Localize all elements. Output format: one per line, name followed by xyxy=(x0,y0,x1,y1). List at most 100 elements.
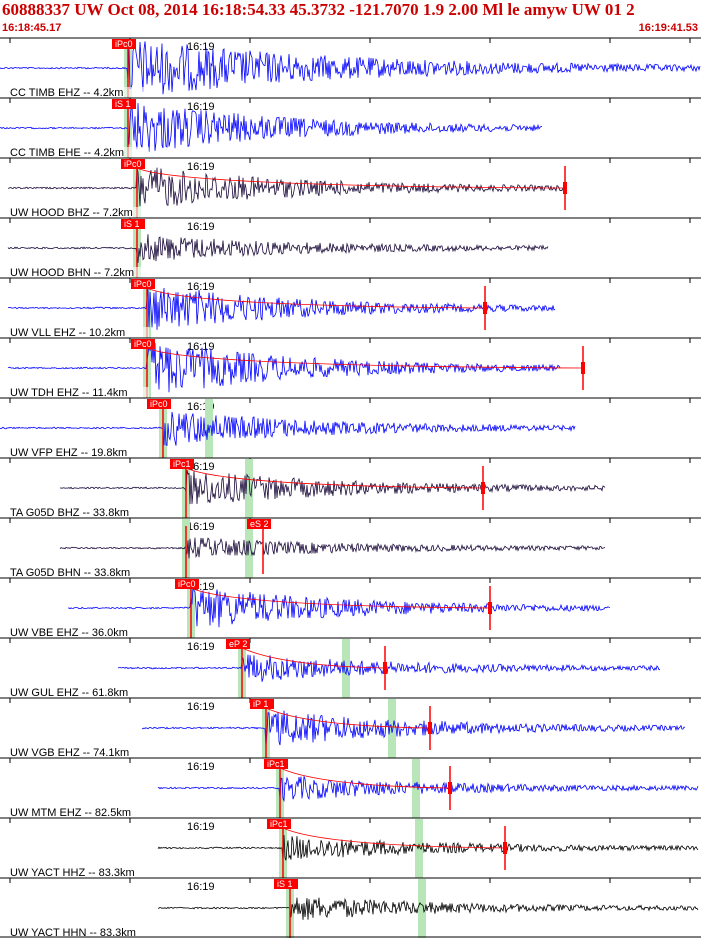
label-backdrop xyxy=(9,267,149,278)
coda-end-handle[interactable] xyxy=(428,722,432,734)
waveform-trace[interactable] xyxy=(157,776,699,803)
station-channel-label: UW VGB EHZ -- 74.1km xyxy=(10,747,129,759)
coda-end-handle[interactable] xyxy=(448,782,452,794)
label-backdrop xyxy=(9,507,149,518)
phase-pick-label: eP 2 xyxy=(229,639,247,649)
label-backdrop xyxy=(9,687,149,698)
trace-row[interactable]: 16:19 eP 2 UW GUL EHZ -- 61.8km xyxy=(0,637,701,699)
window-start-time: 16:18:45.17 xyxy=(2,22,62,34)
waveform-trace[interactable] xyxy=(157,897,699,920)
label-backdrop xyxy=(9,567,149,578)
station-channel-label: UW YACT HHN -- 83.3km xyxy=(10,927,136,938)
station-channel-label: UW HOOD BHZ -- 7.2km xyxy=(10,207,133,219)
minute-tick-label: 16:19 xyxy=(187,521,215,533)
waveform-trace[interactable] xyxy=(0,411,576,447)
coda-end-handle[interactable] xyxy=(503,842,507,854)
station-channel-label: CC TIMB EHE -- 4.2km xyxy=(10,147,124,159)
phase-pick-box[interactable] xyxy=(170,459,194,469)
phase-pick-box[interactable] xyxy=(131,279,155,289)
event-header: 60888337 UW Oct 08, 2014 16:18:54.33 45.… xyxy=(0,0,701,36)
minute-tick-label: 16:19 xyxy=(187,341,215,353)
pick-window-band xyxy=(245,519,253,578)
waveform-trace[interactable] xyxy=(7,342,561,393)
waveform-trace[interactable] xyxy=(7,287,556,330)
label-backdrop xyxy=(9,927,149,938)
trace-row[interactable]: 16:19 iPc0 CC TIMB EHZ -- 4.2km xyxy=(0,37,701,99)
waveform-trace[interactable] xyxy=(59,469,606,505)
coda-end-handle[interactable] xyxy=(563,182,567,194)
pick-window-band xyxy=(418,879,426,938)
window-end-time: 16:19:41.53 xyxy=(638,22,698,34)
phase-pick-box[interactable] xyxy=(121,159,145,169)
coda-end-handle[interactable] xyxy=(383,662,387,674)
phase-pick-label: iPc0 xyxy=(150,399,168,409)
label-backdrop xyxy=(9,447,149,458)
event-title: 60888337 UW Oct 08, 2014 16:18:54.33 45.… xyxy=(2,0,635,19)
phase-pick-box[interactable] xyxy=(264,759,288,769)
pick-window-band xyxy=(415,819,423,878)
label-backdrop xyxy=(9,387,149,398)
minute-tick-label: 16:19 xyxy=(187,761,215,773)
phase-pick-box[interactable] xyxy=(226,639,250,649)
phase-pick-label: iPc0 xyxy=(124,159,142,169)
phase-pick-box[interactable] xyxy=(121,219,145,229)
phase-pick-box[interactable] xyxy=(112,39,136,49)
label-backdrop xyxy=(9,87,149,98)
phase-pick-box[interactable] xyxy=(112,99,136,109)
waveform-trace[interactable] xyxy=(7,167,566,207)
phase-pick-box[interactable] xyxy=(247,519,271,529)
phase-pick-box[interactable] xyxy=(274,879,298,889)
label-backdrop xyxy=(9,627,149,638)
coda-end-handle[interactable] xyxy=(581,362,585,374)
coda-end-handle[interactable] xyxy=(483,302,487,314)
waveform-trace[interactable] xyxy=(67,586,611,628)
trace-row[interactable]: 16:19 iP 1 UW VGB EHZ -- 74.1km xyxy=(0,697,701,759)
waveform-trace[interactable] xyxy=(117,654,661,682)
coda-decay-curve xyxy=(265,707,431,729)
coda-end-handle[interactable] xyxy=(481,482,485,494)
station-channel-label: UW VBE EHZ -- 36.0km xyxy=(10,627,128,639)
minute-tick-label: 16:19 xyxy=(187,821,215,833)
waveform-trace[interactable] xyxy=(0,103,543,152)
station-channel-label: UW GUL EHZ -- 61.8km xyxy=(10,687,128,699)
trace-row[interactable]: 16:19 iPc0 UW VLL EHZ -- 10.2km xyxy=(0,277,701,339)
minute-tick-label: 16:19 xyxy=(187,221,215,233)
phase-pick-label: iPc1 xyxy=(173,459,191,469)
trace-row[interactable]: 16:19 iPc0 UW HOOD BHZ -- 7.2km xyxy=(0,157,701,219)
trace-row[interactable]: 16:19 iS 1 CC TIMB EHE -- 4.2km xyxy=(0,97,701,159)
coda-decay-curve xyxy=(146,287,486,309)
station-channel-label: UW VLL EHZ -- 10.2km xyxy=(10,327,125,339)
coda-end-handle[interactable] xyxy=(488,602,492,614)
trace-row[interactable]: 16:19 iPc1 UW YACT HHZ -- 83.3km xyxy=(0,817,701,879)
minute-tick-label: 16:19 xyxy=(187,281,215,293)
phase-pick-box[interactable] xyxy=(267,819,291,829)
pick-window-band xyxy=(342,639,350,698)
station-channel-label: UW MTM EHZ -- 82.5km xyxy=(10,807,131,819)
waveform-trace[interactable] xyxy=(59,537,606,559)
phase-pick-label: iPc0 xyxy=(178,579,196,589)
phase-pick-label: iS 1 xyxy=(124,219,140,229)
trace-row[interactable]: 16:19 eS 2 TA G05D BHN -- 33.8km xyxy=(0,517,701,579)
phase-pick-box[interactable] xyxy=(250,699,274,709)
minute-tick-label: 16:19 xyxy=(187,101,215,113)
waveform-trace[interactable] xyxy=(141,710,686,748)
waveform-trace[interactable] xyxy=(157,834,699,861)
pick-window-band xyxy=(388,699,396,758)
waveform-trace[interactable] xyxy=(0,41,701,95)
station-channel-label: UW YACT HHZ -- 83.3km xyxy=(10,867,135,879)
coda-decay-curve xyxy=(241,647,386,669)
phase-pick-box[interactable] xyxy=(131,339,155,349)
phase-pick-box[interactable] xyxy=(175,579,199,589)
waveform-trace[interactable] xyxy=(7,234,549,263)
trace-row[interactable]: 16:19 iPc0 UW TDH EHZ -- 11.4km xyxy=(0,337,701,399)
trace-row[interactable]: 16:19 iPc1 UW MTM EHZ -- 82.5km xyxy=(0,757,701,819)
trace-row[interactable]: 16:19 iS 1 UW YACT HHN -- 83.3km xyxy=(0,877,701,938)
trace-row[interactable]: 16:19 iS 1 UW HOOD BHN -- 7.2km xyxy=(0,217,701,279)
phase-pick-box[interactable] xyxy=(147,399,171,409)
phase-pick-label: iS 1 xyxy=(277,879,293,889)
station-channel-label: TA G05D BHZ -- 33.8km xyxy=(10,507,129,519)
